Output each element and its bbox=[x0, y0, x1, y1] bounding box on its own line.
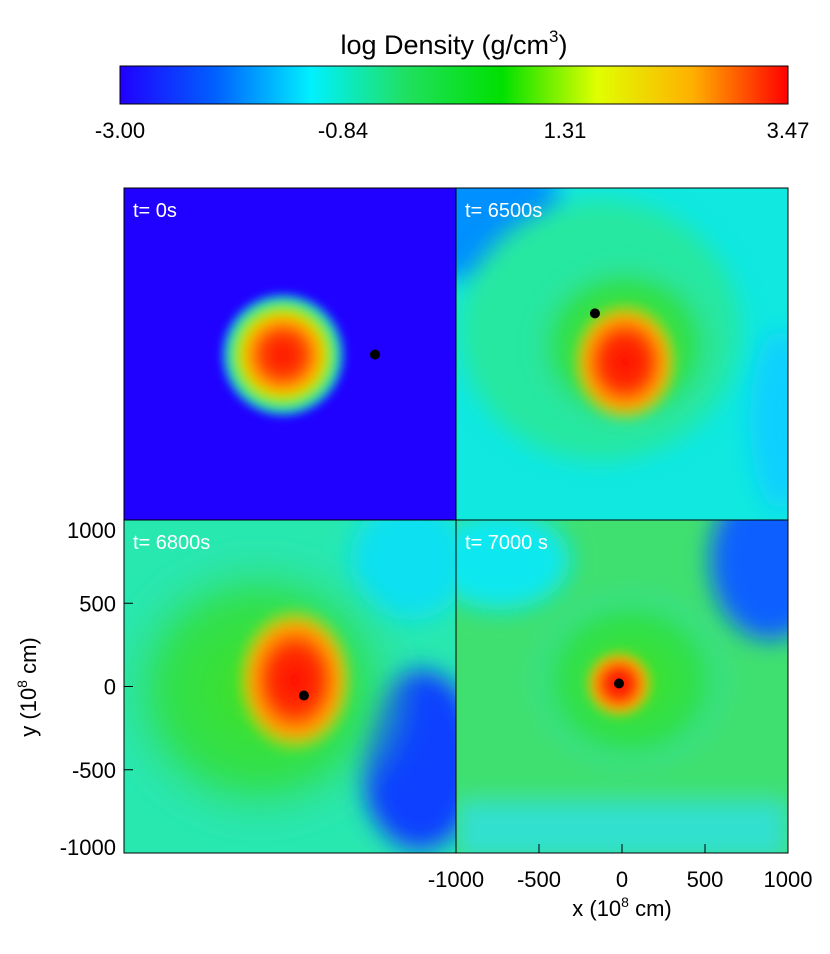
panel-title: t= 6800s bbox=[133, 532, 210, 554]
x-tick-label: 0 bbox=[616, 867, 628, 892]
colorbar-tick-label: 1.31 bbox=[544, 118, 587, 143]
y-tick-label: -1000 bbox=[60, 835, 116, 860]
panel-image bbox=[456, 188, 788, 521]
x-tick-label: 1000 bbox=[764, 867, 813, 892]
companion-dot bbox=[614, 678, 625, 689]
x-tick-label: -1000 bbox=[428, 867, 484, 892]
colorbar-tick-label: -0.84 bbox=[318, 118, 368, 143]
companion-dot bbox=[589, 308, 600, 319]
panel-image bbox=[124, 188, 456, 521]
colorbar bbox=[119, 65, 789, 105]
y-tick-label: 500 bbox=[79, 591, 116, 616]
y-tick-label: 0 bbox=[104, 675, 116, 700]
y-tick-label: 1000 bbox=[67, 518, 116, 543]
companion-dot bbox=[369, 349, 380, 360]
companion-dot bbox=[298, 690, 309, 701]
colorbar-tick-label: 3.47 bbox=[767, 118, 810, 143]
x-axis-label: x (108 cm) bbox=[572, 894, 671, 921]
x-tick-label: 500 bbox=[687, 867, 724, 892]
panel-title: t= 6500s bbox=[465, 200, 542, 222]
y-tick-label: -500 bbox=[72, 758, 116, 783]
colorbar-title: log Density (g/cm3) bbox=[340, 27, 567, 60]
x-tick-label: -500 bbox=[517, 867, 561, 892]
colorbar-tick-label: -3.00 bbox=[95, 118, 145, 143]
panel-title: t= 0s bbox=[133, 200, 177, 222]
panel-title: t= 7000 s bbox=[465, 532, 548, 554]
y-axis-label: y (108 cm) bbox=[14, 637, 41, 736]
panel-image bbox=[124, 520, 456, 853]
